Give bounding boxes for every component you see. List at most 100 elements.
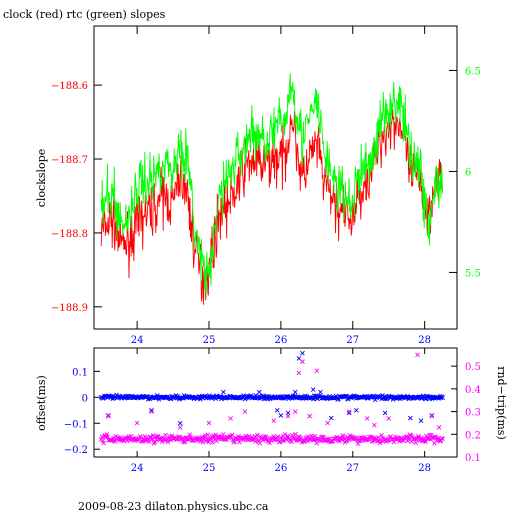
data-point-rnd-trip — [415, 352, 420, 358]
data-point-offset — [418, 418, 424, 423]
data-point-rnd-trip — [282, 432, 288, 437]
data-point-rnd-trip — [346, 409, 352, 414]
main-plot-frame — [93, 25, 458, 330]
x-tick-label: 28 — [418, 463, 431, 474]
data-point-rnd-trip — [293, 431, 298, 437]
data-point-rnd-trip — [134, 420, 140, 426]
data-point-offset — [315, 396, 320, 402]
data-point-offset — [106, 413, 111, 418]
data-point-offset — [354, 407, 359, 413]
data-point-rnd-trip — [128, 437, 133, 443]
y2-tick-label: 5.5 — [465, 268, 481, 279]
data-point-offset — [318, 389, 323, 395]
data-point-rnd-trip — [351, 436, 357, 441]
y-tick-label: −0.2 — [64, 445, 88, 456]
data-point-rnd-trip — [354, 435, 359, 440]
y-tick-label: 0.1 — [72, 367, 88, 378]
y2-tick-label: 0.3 — [465, 408, 481, 419]
x-tick-label: 28 — [418, 335, 431, 346]
data-point-rnd-trip — [101, 440, 106, 446]
x-tick-label: 26 — [275, 335, 288, 346]
bottom-plot-frame — [93, 347, 458, 458]
data-point-rnd-trip — [206, 420, 212, 426]
data-point-rnd-trip — [300, 359, 305, 364]
data-point-rnd-trip — [314, 368, 320, 374]
data-point-rnd-trip — [296, 370, 302, 376]
y-tick-label: −188.7 — [51, 155, 88, 166]
data-point-rnd-trip — [307, 413, 312, 419]
data-point-rnd-trip — [271, 433, 276, 439]
data-point-rnd-trip — [106, 413, 111, 419]
data-point-rnd-trip — [246, 433, 252, 439]
data-point-rnd-trip — [386, 416, 392, 421]
data-point-offset — [177, 420, 183, 426]
data-point-rnd-trip — [228, 416, 233, 421]
data-point-rnd-trip — [163, 432, 168, 438]
main-chart-title: clock (red) rtc (green) slopes — [3, 8, 166, 21]
data-point-rnd-trip — [379, 433, 384, 438]
data-point-offset — [407, 415, 413, 421]
data-point-rnd-trip — [314, 440, 319, 446]
data-point-rnd-trip — [429, 413, 435, 419]
data-point-rnd-trip — [149, 409, 154, 414]
data-point-rnd-trip — [220, 432, 226, 437]
x-tick-label: 27 — [346, 463, 359, 474]
data-point-offset — [346, 410, 352, 416]
y2-tick-label: 6 — [465, 167, 471, 178]
data-point-offset — [310, 387, 316, 392]
data-point-rnd-trip — [112, 439, 118, 445]
y-tick-label: −188.6 — [51, 81, 88, 92]
data-point-rnd-trip — [143, 438, 149, 443]
y-tick-label: −188.8 — [51, 229, 88, 240]
data-point-offset — [300, 350, 305, 356]
data-point-offset — [429, 413, 435, 418]
data-point-rnd-trip — [337, 438, 342, 444]
data-point-rnd-trip — [404, 434, 410, 439]
data-point-offset — [343, 393, 349, 399]
data-point-rnd-trip — [229, 432, 235, 438]
data-point-rnd-trip — [198, 439, 203, 444]
data-point-rnd-trip — [177, 425, 183, 430]
data-point-rnd-trip — [440, 436, 445, 442]
data-point-rnd-trip — [375, 438, 380, 444]
data-point-rnd-trip — [372, 422, 377, 428]
y-tick-label: 0 — [82, 393, 88, 404]
bottom-y-axis-label: offset(ms) — [35, 375, 48, 431]
data-point-rnd-trip — [280, 438, 285, 443]
data-point-offset — [296, 356, 302, 361]
data-point-offset — [221, 389, 226, 395]
data-point-rnd-trip — [436, 425, 442, 430]
bottom-y2-axis-label: rnd−trip(ms) — [495, 366, 508, 440]
data-point-offset — [292, 389, 298, 395]
data-point-offset — [328, 415, 334, 421]
data-point-offset — [344, 393, 350, 399]
main-y-axis-label: clockslope — [35, 149, 48, 207]
data-point-rnd-trip — [395, 436, 401, 441]
x-tick-label: 26 — [275, 463, 288, 474]
data-point-offset — [278, 413, 284, 418]
data-point-rnd-trip — [254, 432, 260, 438]
x-tick-label: 24 — [131, 335, 144, 346]
series-line-rtc — [100, 73, 444, 298]
x-tick-label: 24 — [131, 463, 144, 474]
data-point-rnd-trip — [271, 418, 277, 423]
data-point-rnd-trip — [289, 432, 295, 438]
y2-tick-label: 0.5 — [465, 362, 481, 373]
y2-tick-label: 0.2 — [465, 430, 481, 441]
main-plot-area: 24 25 26 27 28 −188.9 −188.8 −188.7 −188.6 5.5 6 6.… — [51, 26, 481, 346]
data-point-rnd-trip — [325, 420, 330, 426]
data-point-rnd-trip — [150, 433, 156, 438]
data-point-rnd-trip — [285, 413, 291, 419]
x-tick-label: 27 — [346, 335, 359, 346]
data-point-rnd-trip — [292, 409, 298, 414]
data-point-rnd-trip — [364, 416, 370, 421]
x-tick-label: 25 — [203, 463, 216, 474]
page-footer: 2009-08-23 dilaton.physics.ubc.ca — [78, 500, 269, 512]
data-point-rnd-trip — [267, 440, 272, 446]
data-point-offset — [257, 389, 262, 395]
data-point-offset — [254, 395, 259, 401]
data-point-offset — [274, 407, 280, 413]
data-point-offset — [440, 395, 445, 400]
data-point-rnd-trip — [159, 435, 164, 441]
